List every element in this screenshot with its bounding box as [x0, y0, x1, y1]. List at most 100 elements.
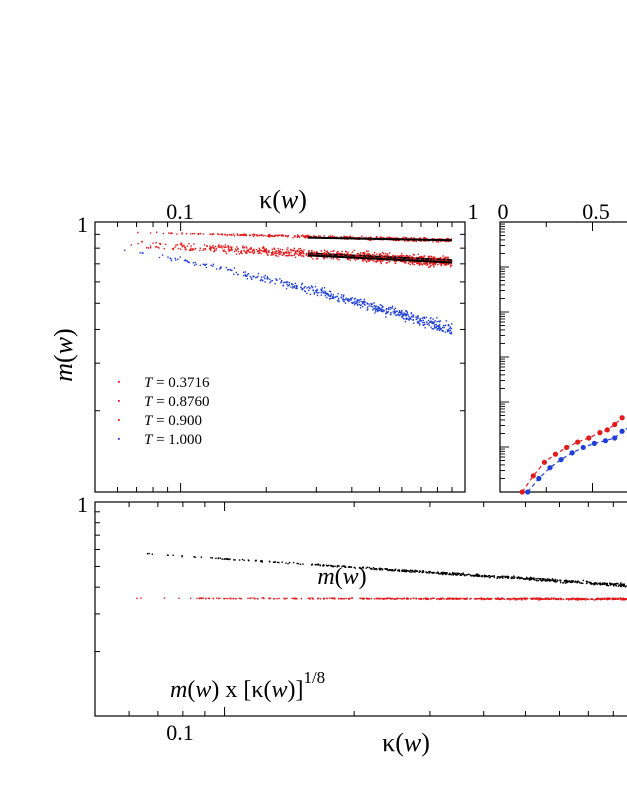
bottom-series-0-point — [559, 579, 561, 581]
top-left-series-2-point — [265, 249, 268, 251]
top-left-series-2-point — [394, 262, 397, 264]
top-left-series-0-point — [282, 235, 284, 237]
top-left-series-1-point — [255, 248, 258, 251]
bottom-series-1-point — [276, 597, 278, 600]
top-left-series-1-point — [380, 253, 382, 255]
bottom-series-0-point — [448, 573, 450, 576]
bottom-series-0-point — [471, 574, 473, 577]
top-left-series-2-point — [243, 249, 245, 252]
top-left-series-0-point — [169, 232, 172, 235]
top-left-series-1-point — [262, 246, 265, 248]
top-left-series-3-point — [330, 293, 332, 295]
bottom-series-0-point — [497, 576, 499, 578]
bottom-series-0-point — [607, 584, 609, 587]
bottom-series-1-point — [438, 598, 441, 601]
bottom-series-0-point — [353, 566, 355, 569]
top-left-series-2-point — [372, 259, 375, 262]
top-left-series-0-point — [176, 233, 178, 235]
top-left-series-0-point — [306, 236, 309, 238]
top-left-series-1-point — [305, 253, 308, 255]
bottom-series-0-point — [606, 584, 608, 587]
top-left-series-3-point — [326, 293, 328, 296]
top-left-series-3-point — [434, 323, 436, 326]
top-left-series-1-point — [263, 249, 265, 252]
top-left-series-3-point — [325, 292, 327, 294]
bottom-series-1-point — [549, 598, 552, 600]
top-left-series-1-point — [250, 247, 252, 249]
top-left-series-1-point — [281, 248, 284, 251]
bottom-series-1-point — [295, 597, 297, 600]
top-left-series-3-point — [296, 285, 298, 287]
bottom-series-1-point — [612, 597, 614, 599]
bottom-series-1-point — [584, 598, 586, 600]
top-left-series-1-point — [186, 245, 189, 247]
top-left-series-3-point — [315, 291, 317, 293]
bottom-series-0-point — [223, 558, 225, 560]
bottom-series-1-point — [229, 597, 231, 599]
top-left-series-0-point — [268, 233, 271, 236]
bottom-series-0-point — [549, 579, 551, 582]
top-left-series-3-point — [288, 282, 291, 284]
top-left-series-3-point — [390, 311, 392, 314]
top-left-series-2-point — [327, 254, 330, 257]
bottom-series-0-point — [517, 577, 519, 579]
bottom-series-1-point — [415, 598, 417, 600]
bottom-series-0-point — [215, 557, 217, 560]
top-left-series-1-point — [259, 249, 262, 251]
bottom-series-1-point — [200, 597, 202, 599]
top-left-series-3-point — [432, 318, 434, 320]
top-left-series-3-point — [334, 296, 336, 299]
bottom-series-1-point — [617, 598, 620, 600]
top-left-series-3-point — [397, 313, 399, 316]
top-left-series-3-point — [386, 311, 388, 313]
top-left-x-axis-title: κ(w) — [259, 185, 307, 214]
bottom-series-0-point — [585, 580, 588, 582]
bottom-series-0-point — [148, 552, 150, 555]
bottom-series-1-point — [517, 598, 520, 600]
top-left-series-3-point — [250, 277, 253, 279]
bottom-series-1-point — [189, 597, 192, 600]
top-left-series-1-point — [217, 246, 219, 248]
top-left-series-3-point — [183, 259, 186, 262]
top-left-series-2-point — [424, 259, 426, 261]
bottom-series-1-point — [442, 597, 444, 599]
top-left-series-3-point — [372, 309, 374, 311]
bottom-series-0-point — [488, 576, 491, 579]
top-left-series-0-point — [296, 234, 299, 236]
top-left-series-1-point — [320, 250, 322, 252]
top-left-series-2-point — [281, 254, 284, 256]
top-left-series-3-point — [366, 309, 369, 311]
bottom-series-1-point — [616, 598, 618, 600]
top-left-series-3-point — [360, 304, 362, 306]
bottom-series-0-point — [609, 582, 611, 584]
top-left-series-3-point — [409, 317, 411, 319]
top-left-series-2-point — [253, 251, 256, 254]
top-left-series-2-point — [155, 246, 158, 248]
top-left-series-3-point — [363, 301, 365, 304]
top-left-series-3-point — [359, 307, 362, 309]
bottom-series-1-point — [514, 597, 517, 600]
top-left-series-2-point — [172, 248, 175, 251]
top-left-series-3-point — [275, 279, 278, 281]
bottom-series-0-point — [475, 574, 477, 576]
top-left-series-1-point — [291, 249, 293, 251]
bottom-series-0-point — [578, 582, 581, 584]
bottom-series-0-point — [405, 570, 408, 573]
top-left-series-0-point — [349, 235, 351, 237]
top-left-series-3-point — [325, 293, 328, 295]
top-left-series-2-point — [365, 261, 368, 263]
bottom-series-0-point — [431, 571, 433, 574]
top-left-series-3-point — [450, 331, 452, 333]
bottom-series-0-point — [401, 569, 404, 571]
top-left-series-0-point — [331, 236, 334, 238]
bottom-series-0-point — [519, 577, 521, 580]
top-left-series-0-point — [273, 235, 276, 237]
top-left-series-3-point — [350, 299, 352, 301]
top-left-series-1-point — [292, 249, 294, 252]
bottom-series-0-point — [475, 573, 478, 575]
top-left-series-2-point — [375, 261, 378, 263]
bottom-series-0-point — [530, 578, 532, 581]
top-left-series-2-point — [341, 252, 343, 255]
top-left-series-2-point — [259, 251, 261, 253]
top-left-series-3-point — [245, 275, 248, 277]
